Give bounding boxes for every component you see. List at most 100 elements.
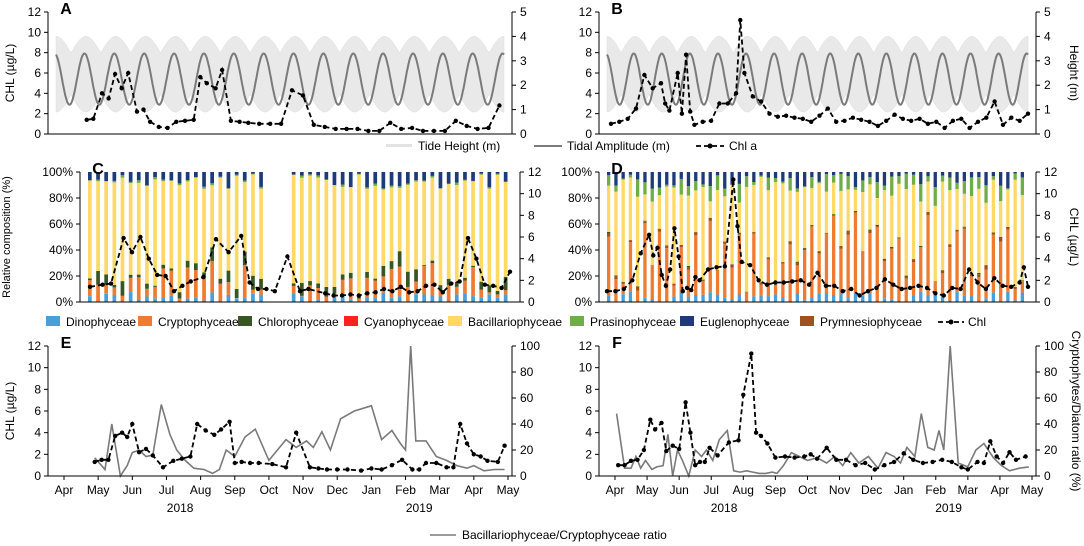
panel-f-chl-point — [659, 420, 664, 426]
panel-d-bar-segment — [890, 176, 894, 196]
panel-c-bar-segment — [153, 179, 157, 286]
panel-d-chl-point — [705, 267, 711, 272]
panel-f-chl-point — [792, 455, 797, 460]
panel-d-bar-segment — [803, 300, 807, 302]
panel-e-chl-point — [247, 460, 253, 466]
panel-e-chl-point — [150, 453, 155, 458]
panel-f-chl-point — [641, 447, 647, 453]
panel-d-bar-segment — [766, 259, 770, 297]
panel-d-bar-segment — [715, 270, 720, 295]
panel-d-bar-segment — [636, 179, 640, 197]
y-tick-label: 6 — [585, 66, 592, 80]
panel-c-bar-segment — [373, 183, 378, 186]
panel-d-bar-segment — [999, 185, 1003, 202]
panel-c-bar-segment — [406, 172, 410, 184]
panel-d-bar-segment — [614, 191, 618, 276]
panel-d-bar-segment — [861, 192, 865, 251]
panel-c-bar-segment — [234, 298, 239, 302]
panel-c-bar-segment — [397, 296, 402, 302]
panel-d-bar-segment — [853, 211, 858, 212]
panel-c-bar-segment — [340, 279, 345, 295]
panel-a-chl-point — [246, 120, 251, 126]
panel-c-bar-segment — [210, 183, 214, 186]
y-tick-label: 8 — [34, 382, 41, 396]
month-label: Nov — [292, 483, 313, 497]
panel-f-chl-point — [782, 454, 788, 459]
panel-c-bar-segment — [259, 172, 263, 187]
y-tick-label: 12 — [28, 339, 42, 353]
panel-f-chl-point — [994, 454, 999, 459]
panel-d-bar-segment — [766, 177, 770, 191]
panel-d-bar-segment — [1013, 286, 1017, 288]
panel-d-bar-segment — [817, 181, 821, 184]
panel-c-bar-segment — [479, 173, 484, 175]
panel-c-bar-segment — [120, 172, 125, 176]
panel-d-bar-segment — [643, 220, 647, 222]
panel-c-bar-segment — [169, 180, 174, 269]
panel-c-bar-segment — [454, 172, 459, 183]
panel-d-bar-segment — [832, 295, 836, 302]
panel-d-bar-segment — [911, 296, 916, 302]
panel-d-bar-segment — [686, 195, 691, 266]
panel-a-chl-point — [289, 88, 295, 93]
panel-c-bar-segment — [316, 172, 320, 176]
panel-d-bar-segment — [846, 230, 850, 232]
panel-c-bar-segment — [202, 276, 206, 301]
panel-d-bar-segment — [991, 176, 995, 180]
panel-c-bar-segment — [365, 297, 369, 302]
panel-d-bar-segment — [926, 181, 930, 212]
panel-d-bar-segment — [875, 227, 879, 302]
panel-c-bar-segment — [169, 172, 174, 181]
panel-d-bar-segment — [621, 178, 625, 180]
panel-d-bar-segment — [948, 244, 952, 248]
panel-d-bar-segment — [962, 193, 966, 227]
panel-c-bar-segment — [161, 181, 166, 265]
panel-c-bar-segment — [422, 172, 426, 181]
panel-d-bar-segment — [723, 241, 727, 244]
panel-d-bar-segment — [868, 184, 872, 230]
panel-d-bar-segment — [1006, 189, 1010, 227]
panel-a-chl-point — [475, 126, 480, 132]
panel-d-bar-segment — [999, 241, 1003, 302]
panel-d-bar-segment — [803, 187, 807, 249]
panel-f-chl-point — [949, 459, 954, 465]
panel-c-bar-segment — [300, 177, 304, 283]
legend-item: Prasinophyceae — [590, 315, 676, 329]
panel-c-bar-segment — [503, 172, 508, 182]
panel-c-bar-segment — [463, 277, 467, 281]
y2-tick-label: 5 — [520, 5, 527, 19]
panel-c-bar-segment — [471, 181, 475, 266]
panel-d-bar-segment — [708, 292, 712, 302]
panel-c-bar-segment — [194, 177, 198, 178]
panel-d-bar-segment — [795, 265, 799, 294]
y-tick-label: 8 — [585, 46, 592, 60]
panel-d-chl-point — [1017, 280, 1022, 285]
panel-d-bar-segment — [882, 172, 887, 186]
panel-e-chl-point — [92, 459, 97, 465]
panel-c-bar-segment — [161, 179, 166, 182]
panel-d-chl-point — [806, 282, 812, 287]
panel-d-bar-segment — [890, 246, 894, 249]
panel-e-chl-point — [502, 443, 507, 448]
panel-c-bar-segment — [414, 269, 418, 282]
panel-d-bar-segment — [904, 276, 908, 279]
panel-f-chl-point — [749, 351, 754, 356]
panel-d-bar-segment — [926, 176, 930, 182]
panel-c-chl-point — [171, 289, 177, 294]
panel-c-bar-segment — [96, 271, 100, 285]
panel-c-bar-segment — [308, 174, 312, 176]
panel-d-bar-segment — [715, 190, 720, 270]
panel-d-bar-segment — [933, 205, 937, 282]
panel-f-chl-point — [726, 440, 732, 445]
panel-c-bar-segment — [365, 272, 369, 278]
panel-d-bar-segment — [911, 261, 916, 296]
panel-b-chl-point — [892, 112, 897, 117]
panel-d-bar-segment — [991, 292, 995, 302]
panel-d-bar-segment — [795, 262, 799, 266]
panel-c-bar-segment — [503, 290, 508, 295]
panel-c-chl-point — [121, 235, 126, 241]
panel-d-bar-segment — [824, 191, 829, 233]
month-label: May — [636, 483, 659, 497]
panel-c-bar-segment — [348, 272, 353, 279]
